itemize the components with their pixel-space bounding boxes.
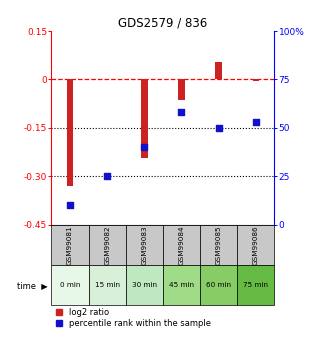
Point <box>179 110 184 115</box>
Text: 45 min: 45 min <box>169 282 194 288</box>
Bar <box>215 62 222 79</box>
Point <box>67 203 73 208</box>
Text: 60 min: 60 min <box>206 282 231 288</box>
Bar <box>200 225 237 265</box>
Text: time  ▶: time ▶ <box>17 280 48 289</box>
Bar <box>163 225 200 265</box>
Bar <box>237 225 274 265</box>
Legend: log2 ratio, percentile rank within the sample: log2 ratio, percentile rank within the s… <box>56 308 211 328</box>
Point <box>142 145 147 150</box>
Bar <box>51 265 89 305</box>
Text: GSM99085: GSM99085 <box>216 225 222 265</box>
Text: GSM99084: GSM99084 <box>178 225 185 265</box>
Text: 15 min: 15 min <box>95 282 120 288</box>
Bar <box>66 79 73 186</box>
Point <box>105 174 110 179</box>
Text: 75 min: 75 min <box>243 282 268 288</box>
Title: GDS2579 / 836: GDS2579 / 836 <box>118 17 208 30</box>
Bar <box>89 265 126 305</box>
Bar <box>178 79 185 100</box>
Bar <box>237 265 274 305</box>
Text: 30 min: 30 min <box>132 282 157 288</box>
Bar <box>51 225 89 265</box>
Bar <box>126 225 163 265</box>
Text: 0 min: 0 min <box>60 282 80 288</box>
Bar <box>126 265 163 305</box>
Bar <box>141 79 148 158</box>
Text: GSM99082: GSM99082 <box>104 225 110 265</box>
Point <box>253 119 258 125</box>
Bar <box>200 265 237 305</box>
Point <box>216 125 221 131</box>
Text: GSM99086: GSM99086 <box>253 225 259 265</box>
Bar <box>253 79 259 81</box>
Bar <box>89 225 126 265</box>
Text: GSM99081: GSM99081 <box>67 225 73 265</box>
Bar <box>163 265 200 305</box>
Text: GSM99083: GSM99083 <box>141 225 147 265</box>
